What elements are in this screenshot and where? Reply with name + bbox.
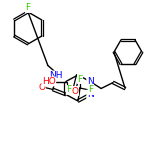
- Text: F: F: [66, 85, 72, 94]
- Text: F: F: [26, 3, 31, 12]
- Text: N: N: [87, 90, 93, 99]
- Text: HO: HO: [42, 77, 56, 86]
- Text: O: O: [72, 87, 78, 96]
- Text: F: F: [77, 75, 83, 84]
- Text: N: N: [87, 77, 93, 86]
- Text: O: O: [38, 83, 45, 92]
- Text: F: F: [88, 85, 94, 94]
- Text: NH: NH: [49, 71, 63, 80]
